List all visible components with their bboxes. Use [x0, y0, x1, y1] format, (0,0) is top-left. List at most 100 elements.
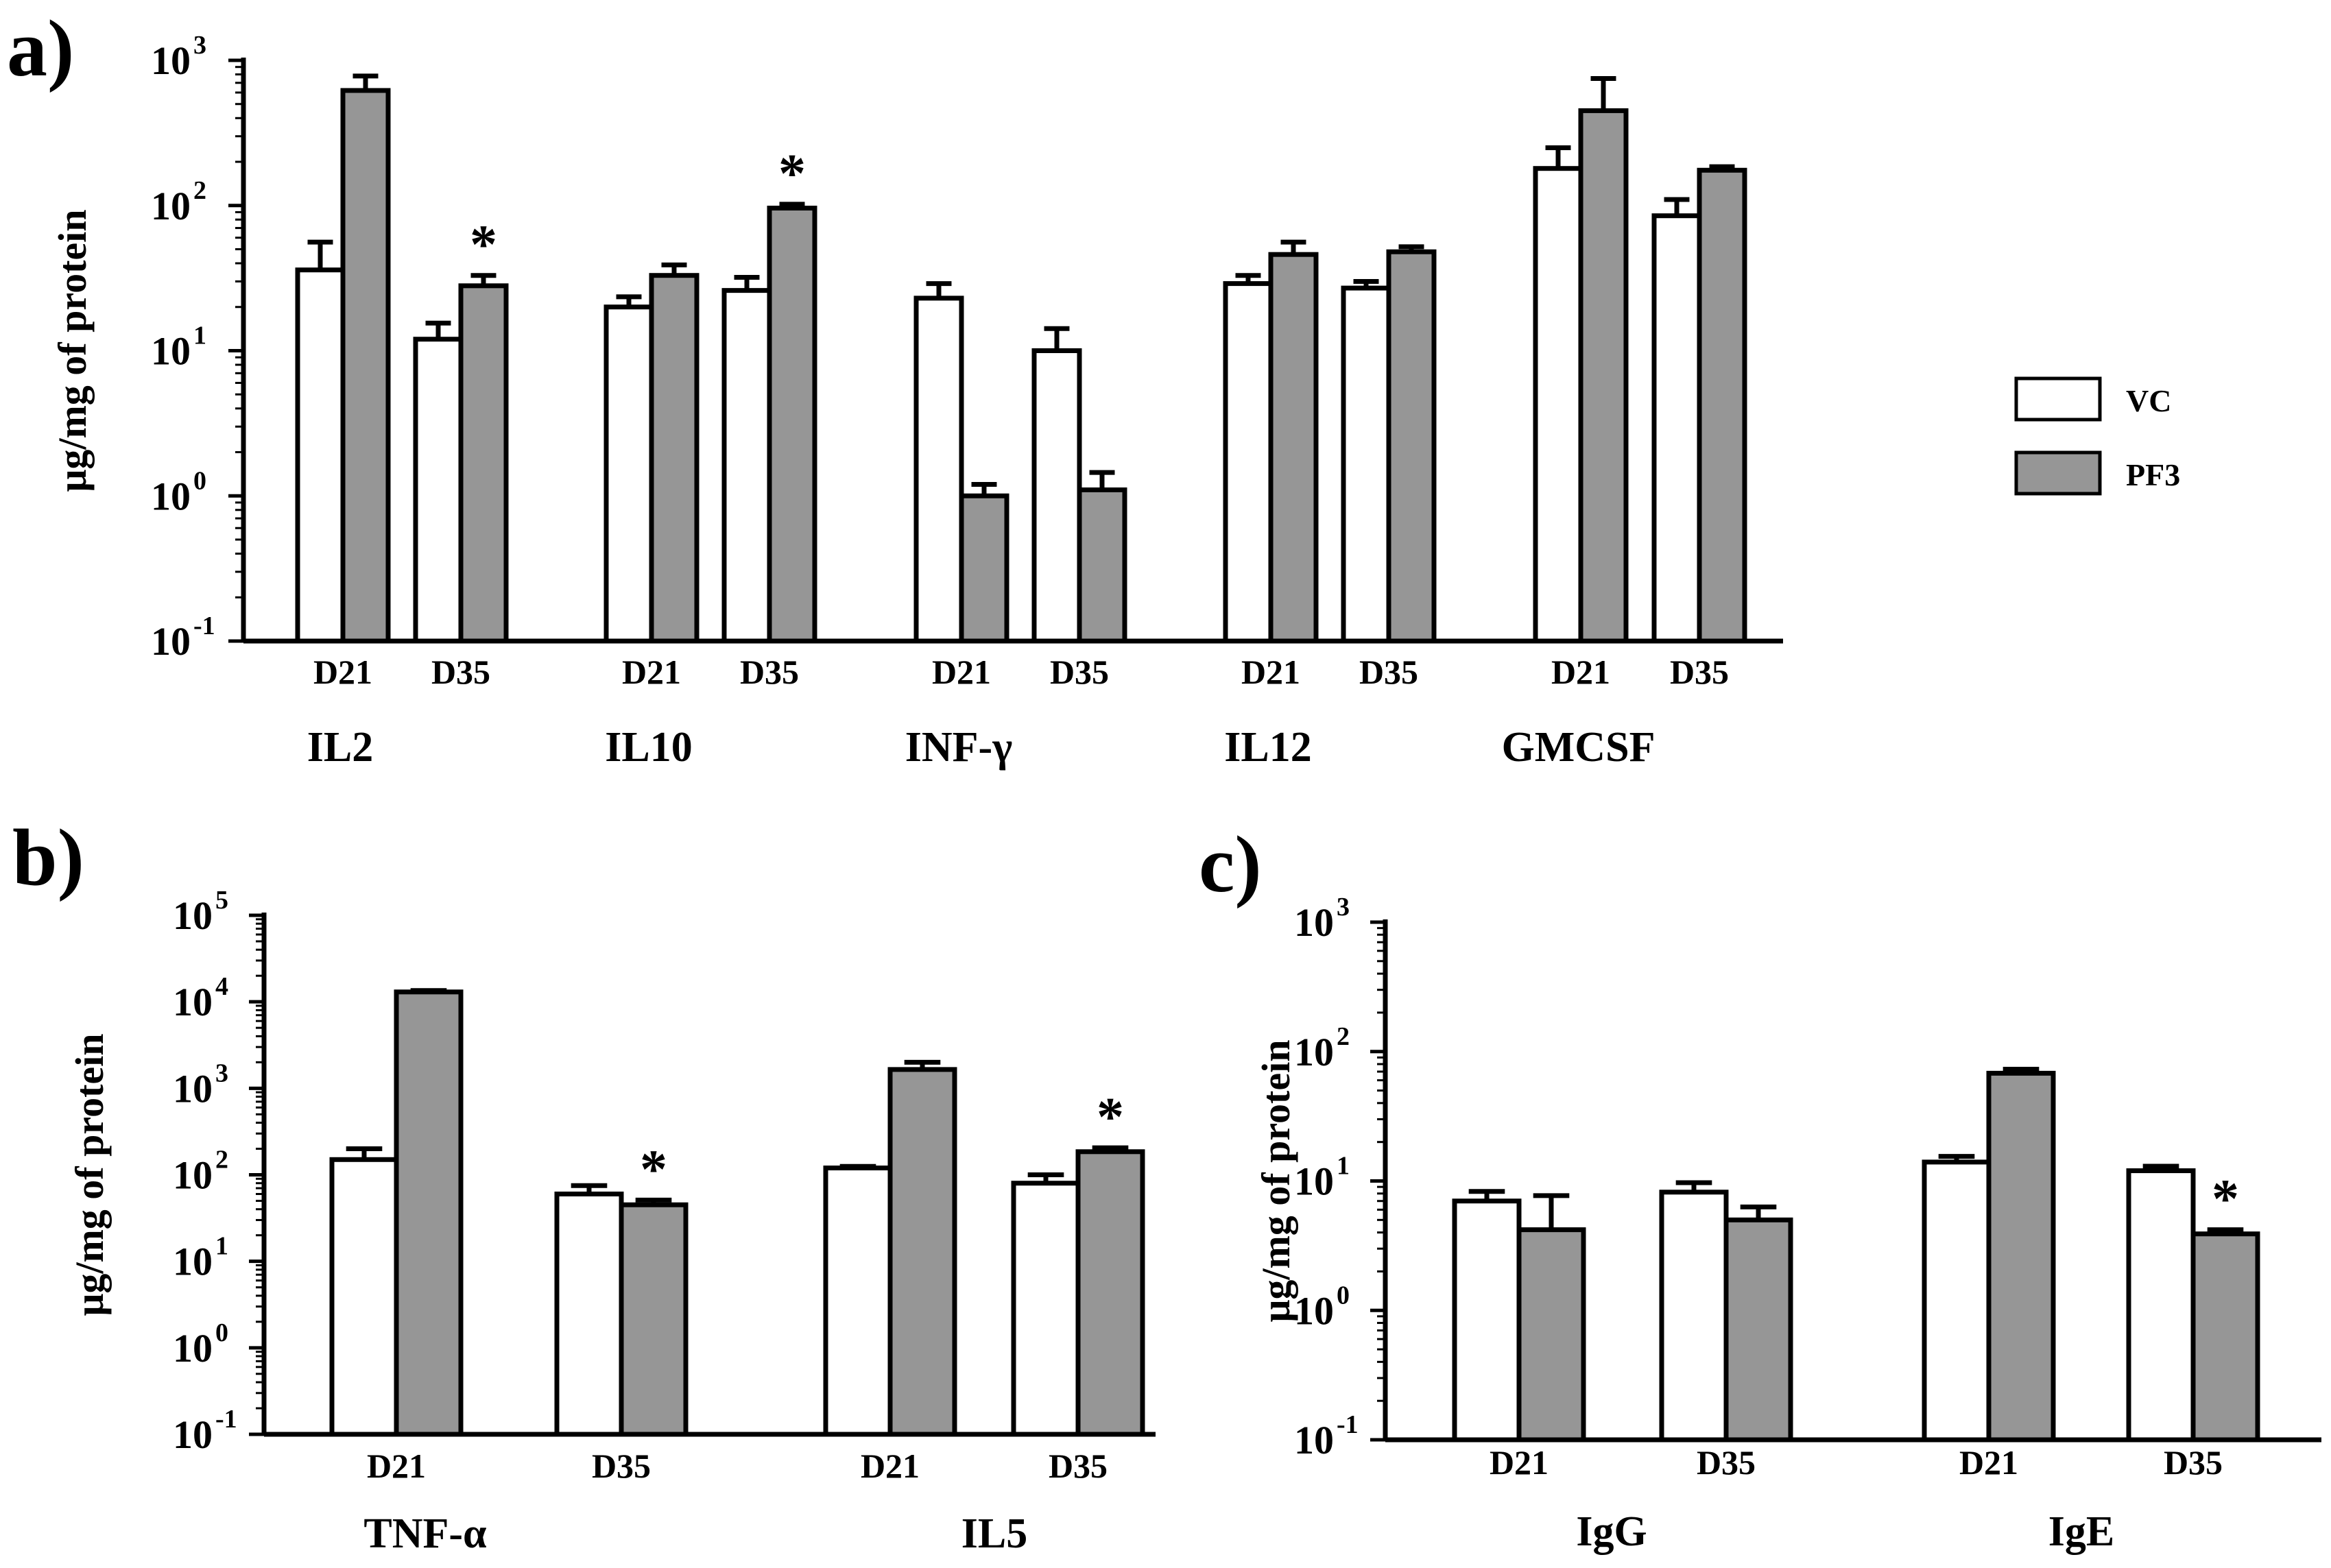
- timepoint-label: D35: [1697, 1443, 1756, 1482]
- y-tick-label: 10: [173, 1412, 213, 1457]
- y-tick-exponent: 2: [215, 1146, 228, 1174]
- vc-bar: [913, 295, 964, 644]
- group-label: IL10: [605, 724, 692, 771]
- pf3-bar: [1516, 1227, 1586, 1443]
- significance-star: *: [640, 1139, 667, 1200]
- pf3-bar: [1697, 167, 1747, 644]
- vc-bar: [721, 288, 772, 644]
- pf3-bar: [1075, 1149, 1145, 1437]
- vc-bar: [1533, 166, 1583, 644]
- group-label: IL12: [1224, 724, 1311, 771]
- legend-swatch-pf3: [2014, 450, 2102, 496]
- timepoint-label: D35: [431, 653, 490, 691]
- y-tick-exponent: 1: [193, 322, 206, 350]
- pf3-bar: [458, 283, 509, 644]
- timepoint-label: D21: [861, 1447, 920, 1485]
- timepoint-label: D21: [1551, 653, 1610, 691]
- panel-label-b: b): [12, 812, 84, 902]
- y-tick-label: 10: [173, 1153, 213, 1198]
- y-tick-exponent: 1: [215, 1232, 228, 1261]
- pf3-bar: [619, 1202, 689, 1437]
- pf3-bar: [649, 273, 700, 644]
- pf3-bar: [394, 989, 464, 1437]
- vc-bar: [1452, 1198, 1522, 1443]
- pf3-bar: [1077, 487, 1127, 644]
- y-tick-label: 10: [173, 1326, 213, 1371]
- group-label: IgG: [1576, 1508, 1647, 1555]
- timepoint-label: D35: [592, 1447, 651, 1485]
- timepoint-label: D35: [740, 653, 799, 691]
- y-tick-label: 10: [173, 980, 213, 1024]
- vc-bar: [1341, 285, 1391, 644]
- y-tick-exponent: 0: [215, 1318, 228, 1347]
- legend-swatch-vc: [2014, 376, 2102, 422]
- group-label: GMCSF: [1502, 724, 1655, 771]
- pf3-bar: [1268, 252, 1319, 644]
- y-tick-exponent: 2: [193, 176, 206, 205]
- vc-bar: [1011, 1181, 1081, 1437]
- vc-bar: [823, 1166, 893, 1437]
- group-label: IgE: [2048, 1508, 2114, 1555]
- y-tick-label: 10: [173, 1066, 213, 1111]
- y-tick-label: 10: [151, 38, 191, 83]
- pf3-bar: [1723, 1217, 1793, 1443]
- panel-label-a: a): [7, 3, 74, 93]
- group-label: INF-γ: [905, 724, 1012, 771]
- legend-label-pf3: PF3: [2126, 457, 2180, 492]
- timepoint-label: D21: [313, 653, 372, 691]
- pf3-bar: [1578, 108, 1629, 644]
- timepoint-label: D35: [2164, 1443, 2223, 1482]
- y-tick-exponent: 4: [215, 972, 228, 1001]
- vc-bar: [1922, 1159, 1992, 1443]
- y-tick-exponent: 0: [1337, 1281, 1350, 1310]
- y-tick-exponent: 5: [215, 886, 228, 915]
- vc-bar: [1031, 348, 1082, 644]
- significance-star: *: [778, 144, 806, 204]
- pf3-bar: [1386, 249, 1437, 644]
- group-label: IL2: [307, 724, 373, 771]
- y-tick-exponent: -1: [215, 1405, 237, 1434]
- significance-star: *: [470, 215, 497, 276]
- timepoint-label: D21: [622, 653, 681, 691]
- legend: VC PF3: [2014, 376, 2180, 496]
- timepoint-label: D35: [1359, 653, 1418, 691]
- y-tick-exponent: 2: [1337, 1022, 1350, 1051]
- timepoint-label: D21: [932, 653, 991, 691]
- pf3-bar: [2190, 1231, 2260, 1443]
- significance-star: *: [1097, 1087, 1124, 1148]
- y-tick-exponent: -1: [193, 612, 215, 640]
- y-tick-label: 10: [1294, 1288, 1334, 1333]
- group-label: IL5: [961, 1510, 1027, 1557]
- pf3-bar: [767, 206, 817, 644]
- vc-bar: [603, 304, 654, 644]
- pf3-bar: [887, 1067, 957, 1437]
- timepoint-label: D21: [1241, 653, 1300, 691]
- legend-label-vc: VC: [2126, 383, 2171, 418]
- vc-bar: [554, 1191, 624, 1437]
- timepoint-label: D21: [1490, 1443, 1549, 1482]
- y-tick-exponent: 3: [1337, 893, 1350, 921]
- y-tick-exponent: 0: [193, 466, 206, 495]
- panel-label-c: c): [1199, 819, 1262, 909]
- y-tick-label: 10: [151, 184, 191, 228]
- y-tick-label: 10: [173, 1240, 213, 1284]
- group-label: TNF-α: [363, 1510, 486, 1557]
- y-tick-exponent: -1: [1337, 1410, 1359, 1439]
- y-tick-label: 10: [151, 619, 191, 664]
- vc-bar: [1659, 1190, 1729, 1443]
- y-tick-label: 10: [151, 329, 191, 374]
- pf3-bar: [340, 88, 391, 644]
- pf3-bar: [1986, 1070, 2056, 1443]
- vc-bar: [413, 337, 464, 644]
- y-tick-label: 10: [1294, 900, 1334, 945]
- vc-bar: [1651, 213, 1702, 644]
- y-tick-label: 10: [1294, 1159, 1334, 1204]
- y-axis-label: μg/mg of protein: [1254, 1039, 1298, 1322]
- timepoint-label: D35: [1670, 653, 1729, 691]
- timepoint-label: D35: [1049, 1447, 1108, 1485]
- y-tick-label: 10: [1294, 1418, 1334, 1462]
